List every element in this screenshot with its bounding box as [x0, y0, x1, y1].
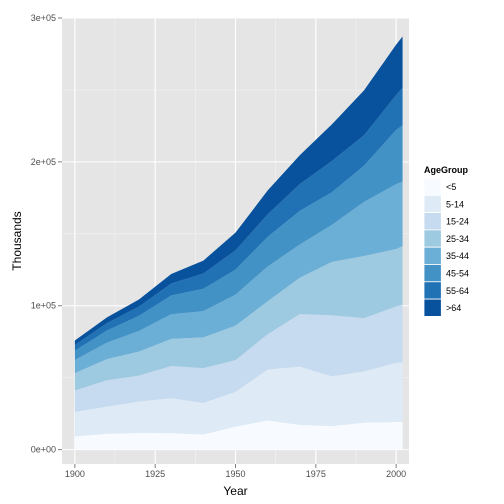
- y-tick-label: 1e+05: [31, 301, 56, 311]
- legend-label-<5: <5: [446, 182, 456, 192]
- legend: AgeGroup <5 5-14 15-24 25-34 35-44 45-54 55-64…: [423, 165, 469, 317]
- legend-label-5-14: 5-14: [446, 199, 464, 209]
- legend-key-55-64: [423, 281, 442, 300]
- area-35-44: [74, 181, 403, 374]
- legend-label-55-64: 55-64: [446, 286, 469, 296]
- area-15-24: [74, 304, 403, 412]
- area-45-54: [74, 125, 403, 360]
- legend-title: AgeGroup: [424, 165, 469, 175]
- x-axis: 1900 1925 1950 1975 2000: [65, 464, 406, 479]
- legend-label-35-44: 35-44: [446, 251, 469, 261]
- legend-key->64: [423, 298, 442, 317]
- area-25-34: [74, 246, 403, 391]
- area-<5: [74, 420, 403, 450]
- x-tick-label: 1975: [306, 469, 326, 479]
- x-axis-title: Year: [223, 484, 247, 498]
- legend-key-15-24: [423, 212, 442, 231]
- legend-key-35-44: [423, 246, 442, 265]
- legend-label-45-54: 45-54: [446, 269, 469, 279]
- y-tick-label: 2e+05: [31, 157, 56, 167]
- area-55-64: [74, 87, 403, 351]
- legend-label-25-34: 25-34: [446, 234, 469, 244]
- y-tick-label: 0e+00: [31, 445, 56, 455]
- y-axis: 0e+00 1e+05 2e+05 3e+05: [31, 13, 62, 455]
- y-tick-label: 3e+05: [31, 13, 56, 23]
- x-tick-label: 1925: [145, 469, 165, 479]
- legend-key-5-14: [423, 194, 442, 214]
- x-tick-label: 1950: [225, 469, 245, 479]
- area-layers: [74, 36, 403, 450]
- y-axis-title: Thousands: [10, 211, 24, 270]
- x-tick-label: 2000: [386, 469, 406, 479]
- legend-key-<5: [423, 177, 442, 196]
- legend-label-15-24: 15-24: [446, 217, 469, 227]
- legend-key-25-34: [423, 229, 442, 248]
- legend-label->64: >64: [446, 303, 461, 313]
- x-tick-label: 1900: [65, 469, 85, 479]
- legend-key-45-54: [423, 264, 442, 283]
- area-5-14: [74, 362, 403, 437]
